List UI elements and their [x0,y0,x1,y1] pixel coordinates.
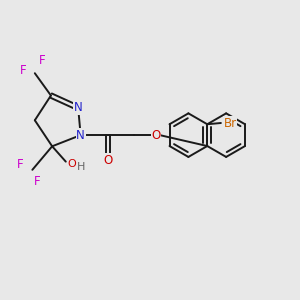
Text: O: O [152,129,161,142]
Text: N: N [76,129,85,142]
Text: F: F [20,64,27,77]
Text: O: O [67,159,76,169]
Text: N: N [74,101,82,114]
Text: Br: Br [224,116,237,130]
Text: O: O [103,154,112,167]
Text: F: F [17,158,24,171]
Text: H: H [77,162,86,172]
Text: F: F [34,175,40,188]
Text: F: F [39,54,46,67]
